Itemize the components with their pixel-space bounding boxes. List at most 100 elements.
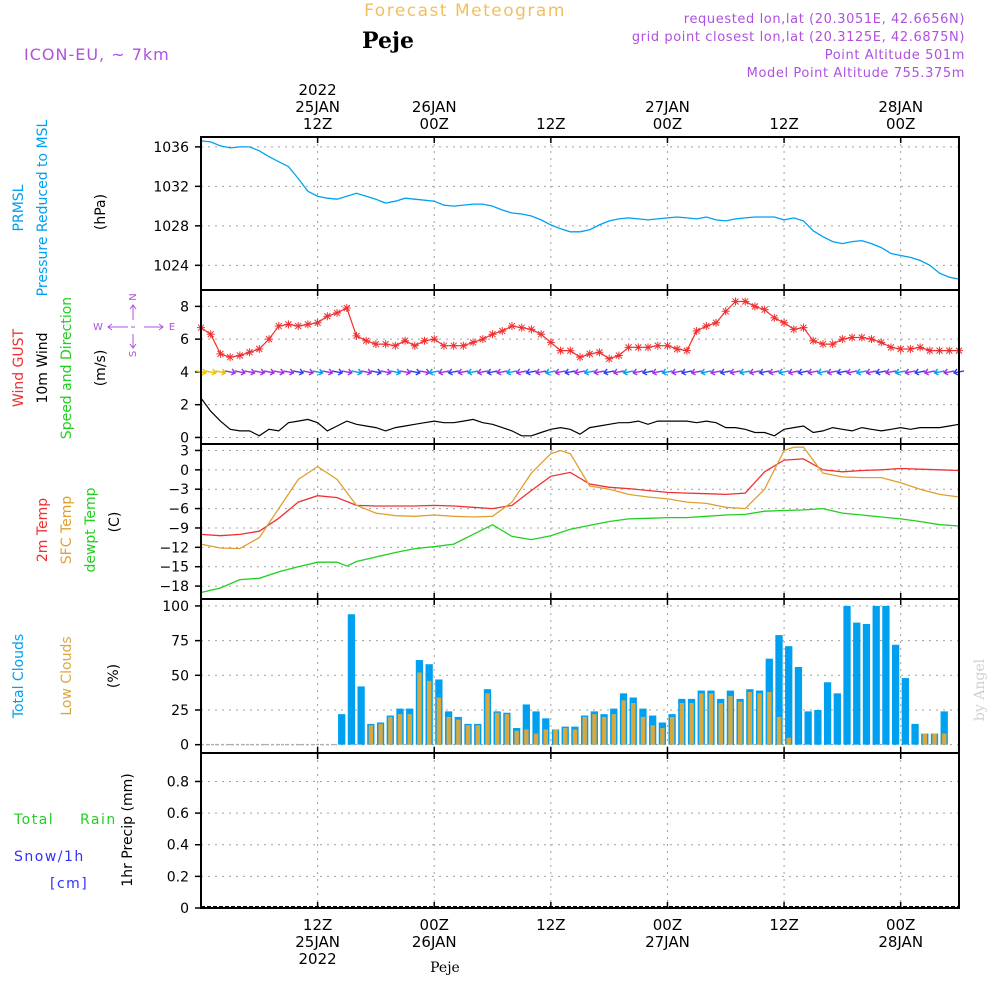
snow-label: Snow/1h	[14, 849, 85, 865]
gust-point	[770, 313, 779, 322]
low-cloud-bar	[757, 693, 762, 745]
wind-direction-arrow	[661, 368, 673, 376]
low-cloud-bar	[737, 701, 743, 745]
wind-direction-arrow	[875, 368, 887, 376]
wind-direction-arrow	[680, 368, 693, 376]
wind-direction-arrow	[496, 368, 508, 376]
low-cloud-bar	[563, 728, 568, 745]
bottom-time-label: 2022	[299, 950, 337, 968]
top-time-label: 12Z	[303, 115, 332, 133]
wind-direction-arrow	[409, 368, 421, 376]
wind-direction-arrow	[933, 368, 945, 376]
wind-direction-arrow	[641, 368, 654, 376]
compass-rose: N S W E	[93, 293, 175, 357]
y-tick-label: 0.2	[167, 869, 189, 885]
gust-point	[284, 320, 293, 329]
wind-unit: (m/s)	[93, 350, 109, 387]
wind-direction-arrow	[748, 368, 761, 376]
wind-direction-arrow	[923, 368, 935, 376]
gust-point	[945, 346, 954, 355]
low-cloud-bar	[427, 680, 432, 745]
low-cloud-bar	[708, 693, 714, 745]
y-tick-label: −12	[159, 540, 189, 556]
cloud-unit: (%)	[106, 664, 122, 688]
compass-west: W	[93, 322, 103, 333]
wind-direction-arrow	[515, 368, 527, 376]
y-tick-label: 0.8	[167, 774, 189, 790]
wind-direction-arrow	[380, 368, 392, 376]
wind-direction-arrow	[467, 368, 479, 376]
gust-point	[235, 351, 244, 360]
gust-point	[585, 349, 594, 358]
wind-direction-arrow	[486, 368, 498, 376]
compass-arrows	[107, 304, 164, 349]
y-tick-label: 50	[171, 668, 189, 684]
gust-point	[566, 346, 575, 355]
total-cloud-bar	[862, 623, 871, 745]
low-cloud-bar	[388, 716, 393, 745]
low-cloud-bar	[689, 703, 694, 745]
wind-direction-arrow	[215, 368, 227, 376]
bottom-time-label: 12Z	[536, 916, 565, 934]
bottom-time-label: 12Z	[769, 916, 798, 934]
y-tick-label: 1028	[153, 219, 189, 235]
location-title: Peje	[362, 28, 414, 54]
low-cloud-bar	[640, 716, 646, 745]
gust-point	[624, 343, 633, 352]
pressure-unit: (hPa)	[93, 194, 109, 230]
y-tick-label: −15	[159, 560, 189, 576]
low-cloud-bar	[601, 716, 607, 745]
low-cloud-bar	[504, 714, 510, 745]
wind-direction-arrow	[312, 368, 324, 376]
wind-direction-arrow	[263, 368, 276, 376]
low-cloud-bar	[407, 714, 412, 745]
pressure-line	[200, 140, 960, 280]
low-cloud-bar	[679, 703, 685, 745]
top-time-label: 00Z	[886, 115, 915, 133]
gust-point	[877, 338, 886, 347]
wind-direction-arrow	[603, 368, 615, 376]
gust-point	[537, 330, 546, 339]
wind-direction-arrow	[943, 368, 955, 376]
total-cloud-bar	[940, 711, 948, 745]
y-tick-label: 0.4	[167, 838, 189, 854]
y-tick-label: 6	[180, 332, 189, 348]
requested-coords: requested lon,lat (20.3051E, 42.6656N)	[684, 12, 965, 27]
gust-point	[605, 354, 614, 363]
bottom-time-label: 12Z	[303, 916, 332, 934]
low-cloud-bar	[767, 691, 772, 745]
low-cloud-bar	[786, 737, 791, 745]
low-cloud-bar	[553, 729, 558, 745]
total-cloud-bar	[814, 709, 822, 745]
low-cloud-bar	[660, 728, 665, 745]
gust-point	[828, 340, 837, 349]
wind-direction-arrow	[855, 368, 867, 376]
top-time-label: 12Z	[536, 115, 565, 133]
low-cloud-bar	[592, 714, 597, 745]
precip-labels: Total Rain Snow/1h [cm] 1hr Precip (mm)	[13, 773, 136, 892]
compass-east: E	[169, 322, 175, 333]
total-cloud-bar	[891, 644, 900, 745]
y-tick-label: 1036	[153, 140, 189, 156]
gust-point	[848, 333, 857, 342]
wind-direction-arrow	[554, 368, 566, 376]
gust-point	[274, 322, 283, 331]
gust-point	[507, 322, 516, 331]
gust-label: Wind GUST	[11, 328, 27, 407]
gust-point	[245, 348, 254, 357]
low-cloud-bar	[932, 733, 937, 745]
gust-point	[857, 333, 866, 342]
y-tick-label: 0.6	[167, 806, 189, 822]
gust-point	[226, 353, 235, 362]
wind-direction-arrow	[836, 368, 848, 376]
gust-point	[430, 335, 439, 344]
gust-point	[527, 325, 536, 334]
point-altitude: Point Altitude 501m	[825, 48, 965, 63]
top-time-label: 00Z	[653, 115, 682, 133]
total-cloud-bar	[532, 711, 540, 745]
rain-label: Rain	[80, 812, 117, 828]
total-cloud-bar	[347, 614, 356, 745]
wind-direction-arrow	[351, 368, 363, 376]
wind-direction-arrow	[535, 368, 547, 376]
